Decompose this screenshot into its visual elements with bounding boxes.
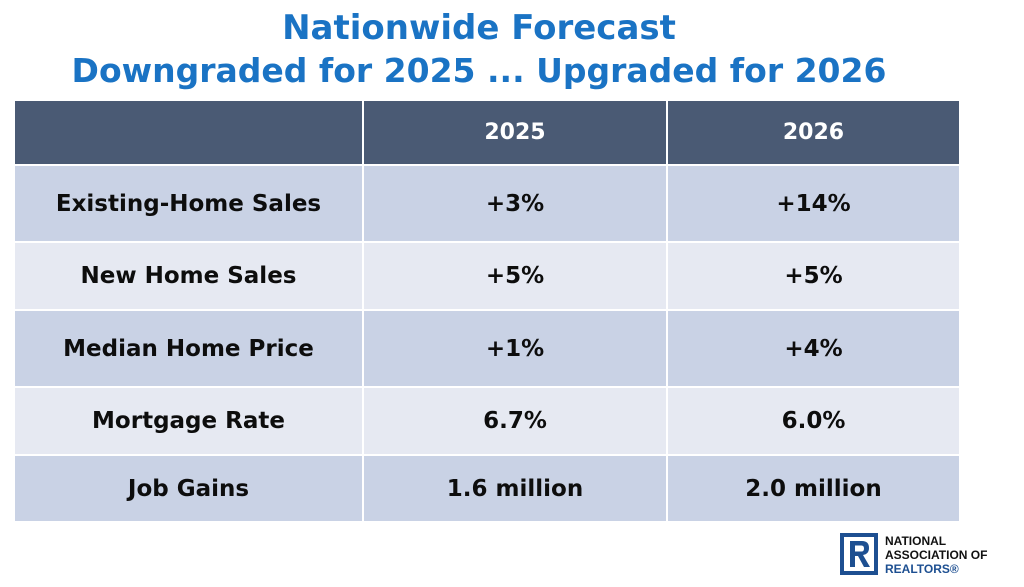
table-row: Existing-Home Sales +3% +14% <box>13 164 961 243</box>
header-cell-2026: 2026 <box>666 99 961 166</box>
row-label: Mortgage Rate <box>13 386 364 456</box>
row-label: Job Gains <box>13 454 364 523</box>
row-label: Existing-Home Sales <box>13 164 364 243</box>
table-row: New Home Sales +5% +5% <box>13 241 961 311</box>
logo-line-3: REALTORS® <box>885 562 959 576</box>
value-2025: 6.7% <box>362 386 668 456</box>
value-2026: 2.0 million <box>666 454 961 523</box>
title-line-2: Downgraded for 2025 ... Upgraded for 202… <box>71 51 887 90</box>
realtor-r-logo-icon <box>840 533 878 575</box>
header-cell-2025: 2025 <box>362 99 668 166</box>
logo-wordmark: NATIONAL ASSOCIATION OF REALTORS® <box>885 534 987 576</box>
value-2025: 1.6 million <box>362 454 668 523</box>
table-row: Median Home Price +1% +4% <box>13 309 961 388</box>
table-row: Mortgage Rate 6.7% 6.0% <box>13 386 961 456</box>
row-label: Median Home Price <box>13 309 364 388</box>
title-line-1: Nationwide Forecast <box>282 8 676 48</box>
value-2025: +5% <box>362 241 668 311</box>
table-header-row: 2025 2026 <box>13 99 961 166</box>
table-row: Job Gains 1.6 million 2.0 million <box>13 454 961 523</box>
value-2026: 6.0% <box>666 386 961 456</box>
nar-logo: NATIONAL ASSOCIATION OF REALTORS® <box>840 533 1018 577</box>
logo-line-2: ASSOCIATION OF <box>885 548 988 562</box>
row-label: New Home Sales <box>13 241 364 311</box>
value-2025: +3% <box>362 164 668 243</box>
forecast-table: 2025 2026 Existing-Home Sales +3% +14% N… <box>13 99 961 523</box>
logo-line-1: NATIONAL <box>885 534 947 548</box>
value-2026: +4% <box>666 309 961 388</box>
value-2026: +14% <box>666 164 961 243</box>
header-cell-metric <box>13 99 364 166</box>
value-2026: +5% <box>666 241 961 311</box>
value-2025: +1% <box>362 309 668 388</box>
